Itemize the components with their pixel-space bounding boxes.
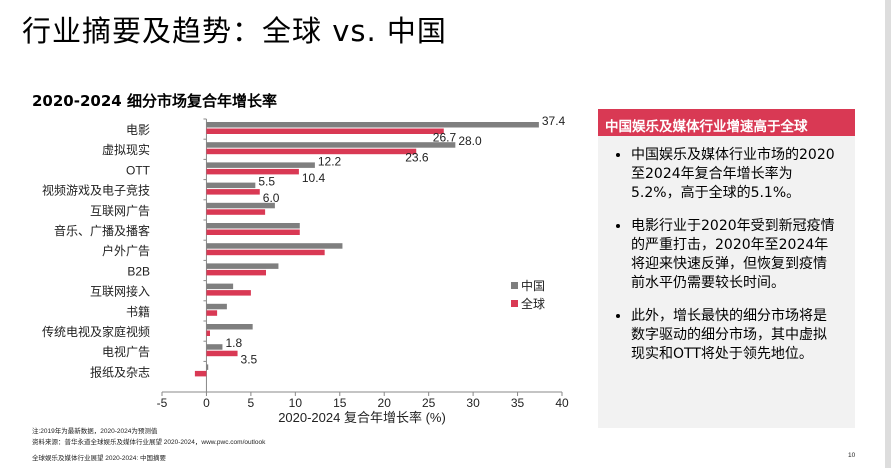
bar-china: [206, 243, 343, 249]
source-note: 资料来源：普华永道全球娱乐及媒体行业展望 2020-2024，www.pwc.c…: [32, 439, 266, 446]
data-label: 1.8: [225, 336, 242, 350]
bar-global: [206, 310, 218, 316]
legend-label: 中国: [521, 278, 545, 293]
data-label: 37.4: [542, 114, 566, 128]
bar-china: [206, 182, 256, 189]
category-label: 视频游戏及电子竞技: [42, 183, 150, 198]
data-label: 3.5: [241, 353, 258, 367]
x-tick-label: 40: [555, 396, 569, 410]
bar-china: [206, 324, 253, 330]
x-tick-label: 25: [422, 396, 436, 410]
data-label: 26.7: [433, 131, 457, 145]
category-label: 报纸及杂志: [90, 364, 150, 379]
chart-title: 2020-2024 细分市场复合年增长率: [32, 92, 277, 110]
category-label: 音乐、广播及播客: [54, 223, 150, 238]
x-tick-label: 5: [248, 396, 255, 410]
page-number: 10: [848, 452, 856, 459]
data-label: 23.6: [405, 151, 429, 165]
bar-china: [206, 344, 223, 350]
bar-china: [206, 122, 539, 128]
data-label: 10.4: [302, 171, 326, 185]
category-label: OTT: [126, 163, 151, 177]
bar-china: [206, 303, 227, 310]
x-tick-label: 0: [203, 396, 210, 410]
bar-global: [206, 290, 251, 296]
bullet-item: 此外，增长最快的细分市场将是数字驱动的细分市场，其中虚拟现实和OTT将处于领先地…: [631, 307, 836, 364]
bar-global: [206, 168, 299, 175]
scrollbar[interactable]: [885, 0, 891, 468]
bullet-item: 电影行业于2020年受到新冠疫情的严重打击，2020年至2024年将迎来快速反弹…: [631, 217, 836, 293]
x-tick-label: 15: [333, 396, 347, 410]
bar-global: [206, 189, 260, 195]
x-tick-label: 10: [289, 396, 303, 410]
bar-china: [206, 364, 209, 370]
x-axis-label: 2020-2024 复合年增长率 (%): [278, 410, 446, 425]
bar-china: [206, 283, 234, 290]
x-tick-label: 20: [378, 396, 392, 410]
bar-global: [206, 330, 210, 336]
bar-china: [206, 162, 315, 168]
category-label: 户外广告: [102, 243, 150, 258]
bar-global: [194, 370, 207, 377]
bar-china: [206, 142, 456, 148]
x-tick-label: 30: [466, 396, 480, 410]
category-label: 传统电视及家庭视频: [42, 324, 150, 339]
bar-china: [206, 263, 279, 269]
bar-china: [206, 202, 275, 209]
footnote: 注:2019年为最新数据，2020-2024为预测值: [32, 428, 158, 435]
bar-china: [206, 223, 300, 229]
x-tick-label: -5: [157, 396, 168, 410]
bar-global: [206, 229, 300, 235]
category-label: 虚拟现实: [102, 142, 150, 157]
data-label: 5.5: [258, 175, 275, 189]
panel-heading: 中国娱乐及媒体行业增速高于全球: [598, 109, 855, 136]
category-label: 互联网接入: [90, 284, 150, 299]
category-label: 电视广告: [102, 344, 150, 359]
data-label: 28.0: [458, 134, 482, 148]
x-tick-label: 35: [511, 396, 525, 410]
bar-global: [206, 249, 325, 256]
bar-global: [206, 350, 238, 357]
bar-global: [206, 128, 444, 134]
data-label: 12.2: [318, 154, 342, 168]
legend-swatch: [511, 300, 518, 307]
category-label: 互联网广告: [90, 204, 150, 218]
legend-swatch: [511, 282, 518, 289]
legend-label: 全球: [521, 296, 545, 311]
category-label: B2B: [127, 264, 150, 278]
category-label: 电影: [126, 123, 150, 137]
summary-panel: 中国娱乐及媒体行业增速高于全球 中国娱乐及媒体行业市场的2020至2024年复合…: [598, 109, 855, 428]
bar-chart: -5 0 5 10 15 20 25 30 35 40 2020-2024 复合年增长率 (%) 电影…: [42, 114, 569, 425]
bar-global: [206, 148, 417, 155]
page-title: 行业摘要及趋势：全球 vs. 中国: [22, 14, 447, 48]
bar-global: [206, 209, 266, 215]
bullet-item: 中国娱乐及媒体行业市场的2020至2024年复合年增长率为5.2%，高于全球的5…: [631, 146, 836, 203]
bar-global: [206, 269, 266, 276]
category-label: 书籍: [126, 304, 150, 319]
data-label: 6.0: [263, 191, 280, 205]
document-footer: 全球娱乐及媒体行业展望 2020-2024: 中国摘要: [32, 455, 167, 462]
